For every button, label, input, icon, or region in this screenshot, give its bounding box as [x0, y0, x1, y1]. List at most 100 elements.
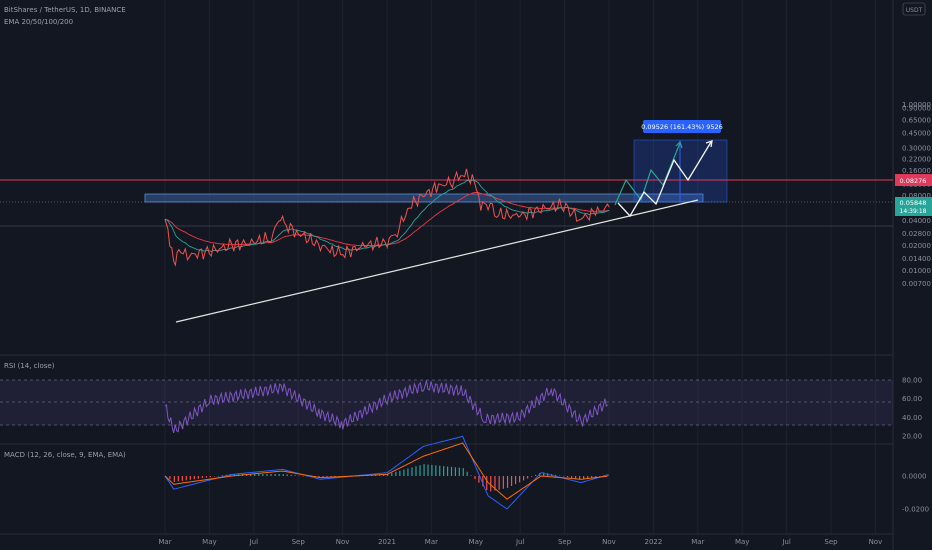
macd-histogram-bar [250, 474, 252, 476]
macd-histogram-bar [254, 474, 256, 476]
macd-histogram-bar [595, 476, 597, 477]
macd-histogram-bar [407, 468, 409, 476]
rsi-tick-label: 80.00 [902, 377, 922, 385]
macd-histogram-bar [221, 475, 223, 476]
price-tick-label: 0.00700 [902, 280, 931, 288]
time-tick-label: Mar [691, 538, 704, 546]
currency-badge-label: USDT [906, 7, 923, 14]
ema-indicator-label: EMA 20/50/100/200 [4, 18, 73, 26]
price-tick-label: 0.01400 [902, 255, 931, 263]
macd-histogram-bar [435, 465, 437, 476]
macd-histogram-bar [478, 476, 480, 483]
macd-histogram-bar [579, 476, 581, 480]
macd-histogram-bar [427, 464, 429, 476]
time-tick-label: 2022 [644, 538, 662, 546]
macd-histogram-bar [498, 476, 500, 490]
price-tick-label: 0.04000 [902, 217, 931, 225]
rsi-tick-label: 20.00 [902, 433, 922, 441]
macd-histogram-bar [571, 476, 573, 478]
macd-label: MACD (12, 26, close, 9, EMA, EMA) [4, 451, 126, 459]
macd-histogram-bar [415, 466, 417, 476]
macd-histogram-bar [173, 476, 175, 482]
macd-histogram-bar [403, 469, 405, 476]
macd-histogram-bar [466, 471, 468, 476]
macd-histogram-bar [290, 474, 292, 476]
price-tick-label: 0.90000 [902, 105, 931, 113]
macd-histogram-bar [391, 472, 393, 476]
macd-histogram-bar [506, 476, 509, 488]
macd-histogram-bar [607, 474, 609, 476]
macd-histogram-bar [181, 476, 183, 481]
macd-histogram-bar [462, 468, 464, 476]
macd-histogram-bar [177, 476, 179, 482]
macd-histogram-bar [262, 474, 264, 476]
time-tick-label: Mar [425, 538, 438, 546]
price-tick-label: 0.22000 [902, 156, 931, 164]
price-tick-label: 0.65000 [902, 116, 931, 124]
macd-histogram-bar [587, 476, 589, 479]
macd-histogram-bar [439, 465, 441, 476]
macd-histogram-bar [189, 476, 191, 480]
time-tick-label: May [735, 538, 749, 546]
price-series [164, 168, 610, 267]
macd-histogram-bar [278, 474, 280, 476]
macd-histogram-bar [543, 472, 545, 476]
macd-histogram-bar [411, 467, 413, 476]
macd-histogram-bar [205, 476, 207, 478]
macd-histogram-bar [599, 476, 601, 477]
target-label: 0.09526 (161.43%) 9526 [641, 123, 723, 131]
macd-histogram-bar [514, 476, 517, 485]
support-trendline[interactable] [175, 199, 699, 323]
macd-histogram-bar [470, 475, 472, 476]
projection-path-green[interactable] [614, 142, 681, 206]
macd-histogram-bar [193, 476, 195, 480]
price-tick-label: 0.02800 [902, 230, 931, 238]
macd-histogram-bar [298, 475, 300, 477]
macd-histogram-bar [379, 474, 381, 476]
macd-histogram-bar [294, 475, 296, 476]
macd-histogram-bar [591, 476, 593, 478]
macd-histogram-bar [322, 476, 324, 478]
macd-histogram-bar [383, 474, 385, 476]
currency-badge[interactable] [902, 2, 926, 16]
target-label-background [643, 120, 721, 133]
macd-histogram-bar [486, 476, 488, 491]
time-tick-label: Nov [602, 538, 616, 546]
macd-histogram-bar [443, 466, 445, 476]
time-axis[interactable]: Mar May Jul Sep Nov 2021 Mar May Jul Sep Nov 2022 Ma… [158, 538, 882, 546]
rsi-tick-label: 60.00 [902, 395, 922, 403]
chart-title: BitShares / TetherUS, 1D, BINANCE [4, 6, 126, 14]
macd-histogram-bar [399, 470, 401, 476]
macd-histogram-bar [395, 471, 397, 476]
macd-tick-label: -0.0200 [902, 506, 929, 514]
time-tick-label: Nov [869, 538, 883, 546]
macd-histogram-bar [286, 474, 288, 476]
rsi-band [0, 380, 893, 425]
current-price-label: 0.05848 [900, 199, 927, 207]
time-tick-label: 2021 [378, 538, 396, 546]
macd-histogram-bar [567, 476, 569, 478]
macd-histogram-bar [213, 476, 215, 477]
macd-histogram-bar [502, 476, 504, 489]
resistance-price-tag [895, 174, 932, 186]
macd-histogram-bar [419, 465, 421, 476]
current-price-tag [895, 197, 932, 216]
macd-histogram-bar [458, 467, 460, 476]
macd-histogram-bar [446, 466, 449, 476]
macd-axis: 0.0000 -0.0200 [902, 473, 929, 514]
macd-histogram-bar [575, 476, 577, 479]
time-tick-label: Jul [249, 538, 259, 546]
time-tick-label: Mar [158, 538, 171, 546]
macd-histogram-bar [490, 476, 492, 492]
signal-series [164, 442, 608, 500]
macd-histogram-bar [266, 474, 268, 476]
rsi-series [164, 380, 609, 434]
projection-path-white[interactable] [617, 141, 712, 218]
resistance-price-label: 0.08276 [900, 177, 927, 185]
price-tick-label: 0.45000 [902, 130, 931, 138]
time-tick-label: Jul [781, 538, 791, 546]
time-tick-label: Sep [824, 538, 838, 546]
macd-tick-label: 0.0000 [902, 473, 927, 481]
